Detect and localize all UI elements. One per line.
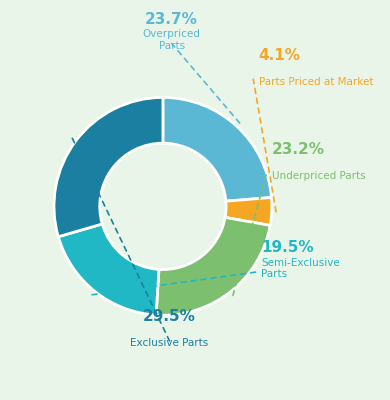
Text: Underpriced Parts: Underpriced Parts xyxy=(272,171,365,181)
Text: Semi-Exclusive
Parts: Semi-Exclusive Parts xyxy=(261,258,340,279)
Text: 19.5%: 19.5% xyxy=(261,240,314,255)
Text: Overpriced
Parts: Overpriced Parts xyxy=(143,29,200,50)
Wedge shape xyxy=(156,218,270,315)
Wedge shape xyxy=(54,98,163,237)
Text: Parts Priced at Market: Parts Priced at Market xyxy=(259,76,373,86)
Wedge shape xyxy=(58,224,159,315)
Wedge shape xyxy=(163,98,271,201)
Text: 4.1%: 4.1% xyxy=(259,48,301,62)
Text: 29.5%: 29.5% xyxy=(143,309,196,324)
Text: Exclusive Parts: Exclusive Parts xyxy=(130,338,209,348)
Wedge shape xyxy=(225,198,272,226)
Text: 23.7%: 23.7% xyxy=(145,12,198,27)
Text: 23.2%: 23.2% xyxy=(272,142,325,157)
